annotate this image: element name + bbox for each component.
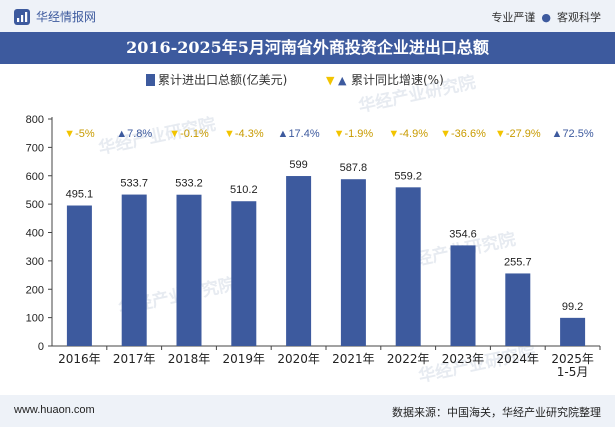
footer-bar: www.huaon.com 数据来源：中国海关，华经产业研究院整理 (0, 395, 615, 427)
x-tick-label: 2019年 (223, 352, 266, 366)
x-tick-label: 2022年 (387, 352, 430, 366)
x-tick-label: 2024年 (497, 352, 540, 366)
bar-value-label: 255.7 (504, 256, 532, 268)
bar-value-label: 599 (289, 159, 307, 171)
y-tick-label: 700 (26, 142, 44, 154)
bar (340, 179, 366, 346)
growth-label: ▼-36.6% (440, 128, 486, 140)
x-tick-label: 2021年 (332, 352, 375, 366)
y-tick-label: 200 (26, 284, 44, 296)
bar-value-label: 559.2 (394, 170, 422, 182)
bar (66, 205, 92, 346)
bar-value-label: 587.8 (340, 162, 368, 174)
growth-label: ▲7.8% (116, 128, 152, 140)
legend-up-triangle-icon: ▲ (338, 74, 347, 87)
bar-value-label: 99.2 (562, 301, 583, 313)
bar (231, 201, 257, 346)
x-tick-label: 2017年 (113, 352, 156, 366)
bar (450, 245, 476, 346)
legend-down-triangle-icon: ▼ (326, 74, 335, 87)
x-tick-label: 2023年 (442, 352, 485, 366)
bar (395, 187, 421, 346)
legend-bar-label: 累计进出口总额(亿美元) (158, 72, 287, 87)
tag-objective: 客观科学 (557, 11, 601, 24)
bar-value-label: 533.2 (175, 178, 203, 190)
bar (176, 194, 202, 346)
bar-value-label: 510.2 (230, 184, 258, 196)
bar-value-label: 354.6 (449, 228, 477, 240)
y-tick-label: 100 (26, 313, 44, 325)
y-tick-label: 300 (26, 256, 44, 268)
growth-label: ▼-27.9% (495, 128, 541, 140)
logo-icon (14, 8, 30, 25)
bar-value-label: 533.7 (120, 178, 148, 190)
legend-bar-swatch (146, 74, 155, 86)
tag-professional: 专业严谨 (491, 11, 536, 24)
growth-label: ▼-5% (64, 128, 95, 140)
x-tick-label: 2016年 (58, 352, 101, 366)
y-tick-label: 400 (26, 228, 44, 240)
legend: 累计进出口总额(亿美元) ▼ ▲ 累计同比增速(%) (146, 72, 444, 87)
y-tick-label: 0 (38, 341, 44, 353)
top-bar: 华经情报网 专业严谨 ● 客观科学 (0, 0, 615, 32)
chart-area: 华经产业研究院 华经产业研究院 华经产业研究院 华经产业研究院 华经产业研究院 … (26, 72, 601, 387)
title-band: 2016-2025年5月河南省外商投资企业进出口总额 (0, 32, 615, 64)
x-tick-label: 1-5月 (557, 365, 589, 379)
y-tick-label: 500 (26, 199, 44, 211)
growth-label: ▲72.5% (552, 128, 594, 140)
x-tick-label: 2020年 (277, 352, 320, 366)
y-tick-label: 800 (26, 114, 44, 126)
dot-icon: ● (541, 10, 551, 24)
x-tick-label: 2025年 (551, 352, 594, 366)
brand: 华经情报网 (14, 8, 96, 25)
bar (121, 194, 147, 346)
bar (560, 317, 586, 346)
chart-title: 2016-2025年5月河南省外商投资企业进出口总额 (126, 38, 489, 57)
footer-website: www.huaon.com (14, 404, 95, 416)
bar (505, 273, 531, 346)
legend-growth-label: 累计同比增速(%) (351, 73, 444, 87)
growth-label: ▼-4.3% (224, 128, 264, 140)
tags: 专业严谨 ● 客观科学 (491, 9, 601, 25)
growth-label: ▼-1.9% (334, 128, 374, 140)
x-tick-label: 2018年 (168, 352, 211, 366)
brand-name: 华经情报网 (36, 10, 97, 24)
plot-area: 0 100 200 300 400 500 600 700 800 495.1 ▼-5% 2016年 5… (26, 114, 601, 379)
growth-label: ▼-0.1% (169, 128, 209, 140)
footer-source: 数据来源：中国海关，华经产业研究院整理 (392, 406, 601, 419)
growth-label: ▲17.4% (278, 128, 320, 140)
bar (286, 176, 312, 346)
bar-value-label: 495.1 (66, 189, 94, 201)
y-tick-label: 600 (26, 171, 44, 183)
growth-label: ▼-4.9% (388, 128, 428, 140)
